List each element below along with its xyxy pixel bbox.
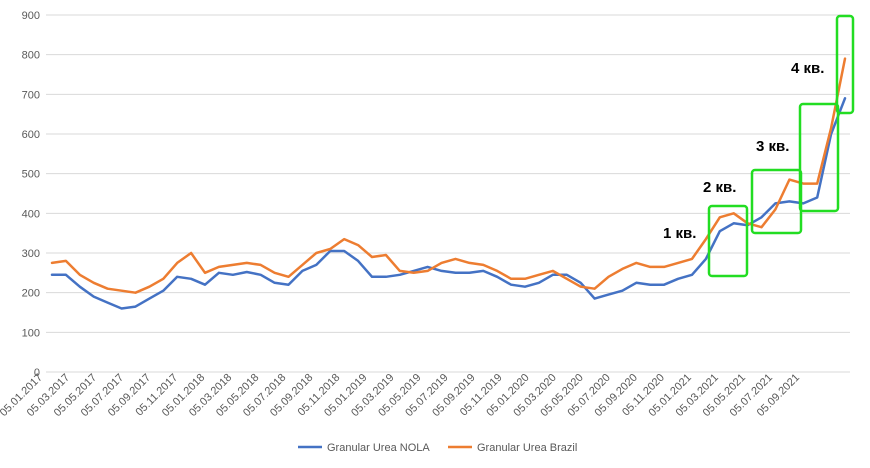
x-axis-tick-labels: 05.01.201705.03.201705.05.201705.07.2017…	[0, 372, 802, 419]
quarter-label-4: 4 кв.	[791, 60, 824, 77]
gridlines	[46, 14, 850, 373]
y-tick-label: 800	[22, 50, 40, 62]
y-tick-label: 900	[22, 10, 40, 22]
y-tick-label: 500	[22, 169, 40, 181]
y-tick-label: 700	[22, 89, 40, 101]
y-tick-label: 200	[22, 288, 40, 300]
legend-label-nola: Granular Urea NOLA	[327, 442, 430, 454]
legend: Granular Urea NOLA Granular Urea Brazil	[298, 442, 577, 454]
y-tick-label: 100	[22, 327, 40, 339]
quarter-labels: 1 кв. 2 кв. 3 кв. 4 кв.	[663, 60, 824, 242]
y-tick-label: 600	[22, 129, 40, 141]
y-tick-label: 400	[22, 208, 40, 220]
quarter-box-1	[707, 204, 749, 278]
quarter-label-3: 3 кв.	[756, 138, 789, 155]
y-axis-tick-labels: 0 100 200 300 400 500 600 700 800 900	[22, 10, 40, 379]
y-tick-label: 0	[34, 367, 40, 379]
legend-label-brazil: Granular Urea Brazil	[477, 442, 577, 454]
quarter-box-4	[835, 14, 855, 115]
quarter-label-1: 1 кв.	[663, 225, 696, 242]
series-lines	[50, 57, 847, 310]
quarter-label-2: 2 кв.	[703, 179, 736, 196]
series-line-brazil	[50, 57, 847, 294]
series-line-nola	[50, 97, 847, 310]
quarter-highlight-boxes	[707, 14, 855, 278]
quarter-box-3	[798, 102, 840, 213]
y-tick-label: 300	[22, 248, 40, 260]
